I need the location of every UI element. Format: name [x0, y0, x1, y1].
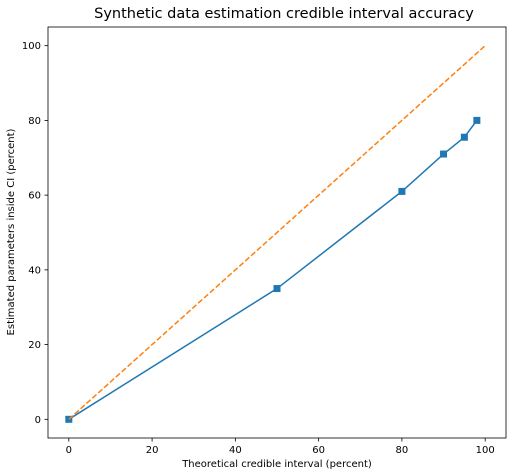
data-point-marker: [398, 187, 406, 195]
y-axis-label: Estimated parameters inside CI (percent): [6, 128, 17, 335]
chart-title: Synthetic data estimation credible inter…: [94, 6, 474, 22]
data-point-marker: [440, 150, 448, 158]
x-axis: 0 20 40 60 80 100: [66, 438, 495, 456]
x-tick-label: 100: [476, 445, 495, 456]
data-point-marker: [273, 285, 281, 293]
data-point-marker: [473, 116, 481, 124]
series-line-0: [68, 119, 478, 420]
x-axis-label: Theoretical credible interval (percent): [181, 459, 372, 470]
plot-area-frame: [47, 26, 507, 439]
data-point-marker: [65, 415, 73, 423]
x-tick-label: 20: [146, 445, 159, 456]
series-layer: [65, 45, 486, 423]
y-tick-label: 80: [28, 116, 41, 127]
x-tick-label: 60: [312, 445, 325, 456]
y-tick-label: 100: [22, 41, 41, 52]
y-tick-label: 0: [35, 415, 41, 426]
y-axis: 0 20 40 60 80 100: [22, 41, 48, 426]
series-line-1: [68, 45, 486, 420]
x-tick-label: 0: [66, 445, 72, 456]
x-tick-label: 80: [396, 445, 409, 456]
data-point-marker: [460, 133, 468, 141]
y-tick-label: 20: [28, 340, 41, 351]
y-tick-label: 40: [28, 265, 41, 276]
y-tick-label: 60: [28, 191, 41, 202]
x-tick-label: 40: [229, 445, 242, 456]
